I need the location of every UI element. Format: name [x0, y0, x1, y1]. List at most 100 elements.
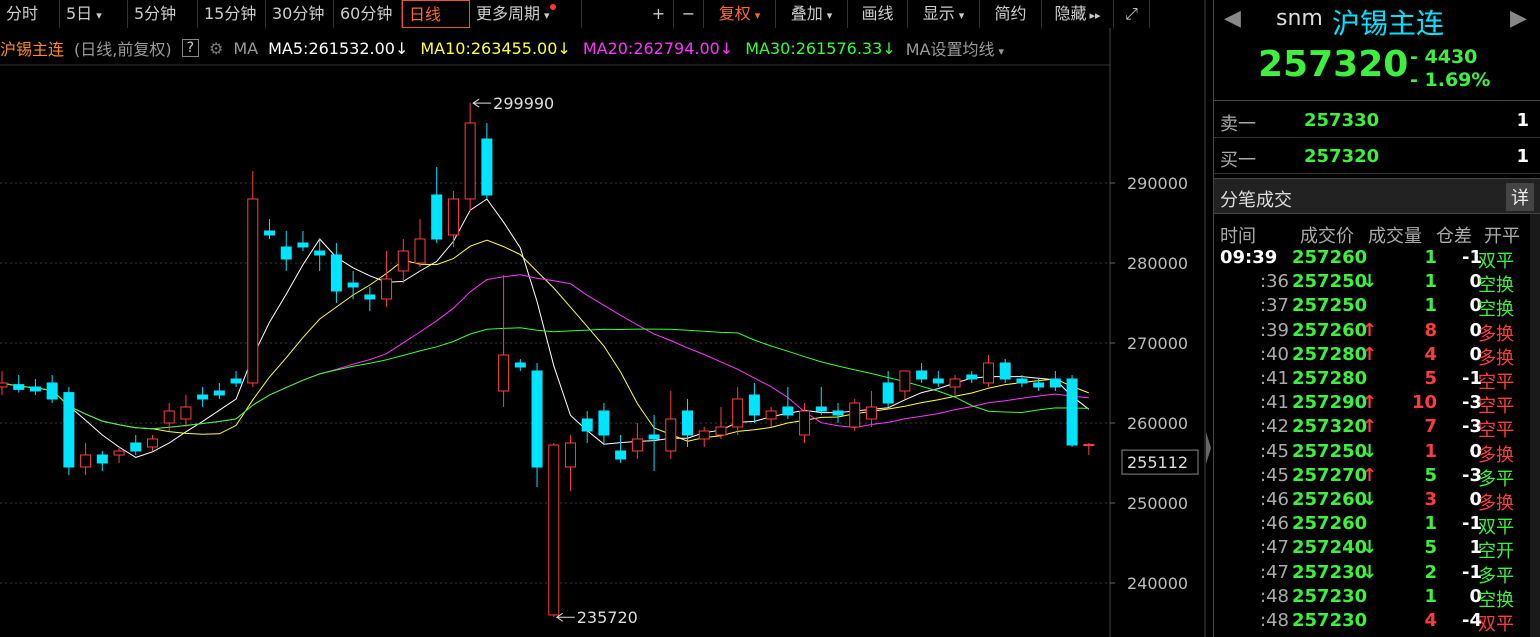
trade-time: :37	[1260, 295, 1289, 317]
dropdown-icon[interactable]: ▾	[826, 9, 833, 22]
help[interactable]: ?	[181, 39, 200, 57]
legend-symbol: 沪锡主连	[0, 40, 65, 59]
prev-icon[interactable]: ◀	[1224, 6, 1241, 31]
dropdown-icon[interactable]: ▾	[958, 9, 965, 22]
trade-price: 257250	[1292, 440, 1368, 462]
ma-settings[interactable]: MA设置均线 ▾	[905, 40, 1004, 59]
candle-body	[498, 354, 510, 392]
trade-kind: 双平	[1478, 251, 1514, 272]
candle-body	[732, 398, 744, 428]
badge-dot	[549, 4, 556, 10]
period-label[interactable]: 5分钟	[134, 4, 177, 23]
dropdown-icon[interactable]: ▾	[754, 9, 761, 22]
tool-label[interactable]: +	[651, 4, 666, 23]
detail-button[interactable]: 详	[1506, 183, 1534, 211]
candle-body	[197, 394, 209, 400]
period-label[interactable]: 15分钟	[204, 4, 257, 23]
trade-time: :36	[1260, 271, 1289, 293]
ma-title: MA	[233, 38, 259, 58]
tool-button[interactable]: 显示 ▾	[908, 0, 980, 28]
period-label[interactable]: 30分钟	[272, 4, 325, 23]
period-button[interactable]: 更多周期 ▾	[470, 0, 582, 28]
period-label[interactable]: 分时	[6, 4, 39, 23]
period-label[interactable]: 更多周期	[476, 4, 541, 23]
trade-vol: 4	[1424, 610, 1437, 631]
collapse-icon[interactable]: ▸▸	[1089, 9, 1101, 22]
period-label[interactable]: 5日	[66, 4, 93, 23]
tool-label[interactable]: −	[681, 4, 696, 23]
next-icon[interactable]: ▶	[1510, 6, 1527, 31]
candle-body	[999, 362, 1011, 380]
ma-settings-label[interactable]: MA设置均线	[905, 40, 995, 59]
candle-body	[330, 254, 342, 292]
y-tick-label: 250000	[1127, 494, 1188, 513]
ma-line	[1, 198, 1090, 458]
dropdown-icon[interactable]: ▾	[96, 9, 102, 22]
tool-button[interactable]: −	[674, 0, 704, 28]
sep	[1214, 100, 1540, 101]
tool-button[interactable]: 复权 ▾	[704, 0, 776, 28]
ma-legend-item: MA5:261532.00↓	[268, 38, 409, 58]
trade-kind: 空换	[1478, 589, 1514, 611]
candle-body	[765, 410, 777, 420]
trade-vol: 1	[1424, 585, 1437, 607]
book-price: 257320	[1304, 146, 1380, 167]
tool-label[interactable]: 隐藏	[1054, 4, 1087, 23]
trade-price: 257260	[1292, 247, 1368, 268]
y-tick-label: 280000	[1127, 254, 1188, 273]
tool-button[interactable]: 叠加 ▾	[776, 0, 848, 28]
collapse-arrow[interactable]	[1206, 432, 1211, 464]
ma-legend: MA5:261532.00↓ MA10:263455.00↓ MA20:262794…	[268, 39, 896, 58]
tool-label[interactable]: 简约	[994, 4, 1027, 23]
tool-button[interactable]: 隐藏 ▸▸	[1042, 0, 1114, 28]
trade-dir: ↑	[1362, 416, 1378, 438]
tool-label[interactable]: 叠加	[790, 4, 823, 23]
tool-label[interactable]: 显示	[922, 4, 955, 23]
candle-body	[247, 198, 259, 384]
trade-time: :42	[1260, 416, 1289, 438]
trade-kind: 空平	[1478, 396, 1514, 418]
dropdown-icon[interactable]: ▾	[544, 9, 550, 22]
trade-vol: 1	[1424, 271, 1437, 293]
tool-label[interactable]: 画线	[861, 4, 894, 23]
period-button[interactable]: 5日 ▾	[60, 0, 128, 28]
candle-body	[481, 138, 493, 196]
trade-time: :40	[1260, 343, 1289, 365]
gear-icon[interactable]: ⚙	[209, 38, 224, 58]
candle-body	[982, 362, 994, 384]
period-button[interactable]: 15分钟	[198, 0, 266, 28]
candle-body	[230, 378, 242, 384]
candle-body	[130, 442, 142, 452]
scrollbar	[1530, 214, 1540, 637]
trade-time: :45	[1260, 464, 1289, 486]
candle-body	[916, 370, 928, 380]
trade-row: :40 257280 ↑ 4 0 多换	[1214, 343, 1540, 369]
candle-body	[213, 390, 225, 396]
period-button[interactable]: 日线	[402, 0, 470, 28]
trades-head: 分笔成交 详	[1214, 178, 1540, 214]
tool-button[interactable]: 简约	[980, 0, 1042, 28]
y-tick-label: 240000	[1127, 574, 1188, 593]
trade-row: :42 257320 ↑ 7 -3 空平	[1214, 416, 1540, 441]
tool-label[interactable]: 复权	[718, 4, 751, 23]
trade-vol: 2	[1424, 561, 1437, 583]
trade-price: 257270	[1292, 464, 1368, 486]
trade-price: 257260	[1292, 513, 1368, 535]
trade-time: :47	[1260, 537, 1289, 559]
candle-body	[698, 430, 710, 440]
candle-body	[80, 454, 92, 468]
period-button[interactable]: 5分钟	[128, 0, 198, 28]
trade-dir: ↓	[1362, 489, 1378, 510]
period-button[interactable]: 分时	[0, 0, 60, 28]
tool-button[interactable]: 画线	[848, 0, 908, 28]
period-label[interactable]: 日线	[409, 5, 442, 24]
candle-body	[949, 378, 961, 388]
max-annotation: 299990	[493, 94, 554, 113]
legend-mode: (日线,前复权)	[74, 40, 172, 59]
period-label[interactable]: 60分钟	[340, 4, 393, 23]
period-button[interactable]: 60分钟	[334, 0, 402, 28]
period-button[interactable]: 30分钟	[266, 0, 334, 28]
expand-icon[interactable]: ⤢	[1114, 0, 1150, 28]
candle-body	[882, 382, 894, 404]
tool-button[interactable]: +	[644, 0, 674, 28]
